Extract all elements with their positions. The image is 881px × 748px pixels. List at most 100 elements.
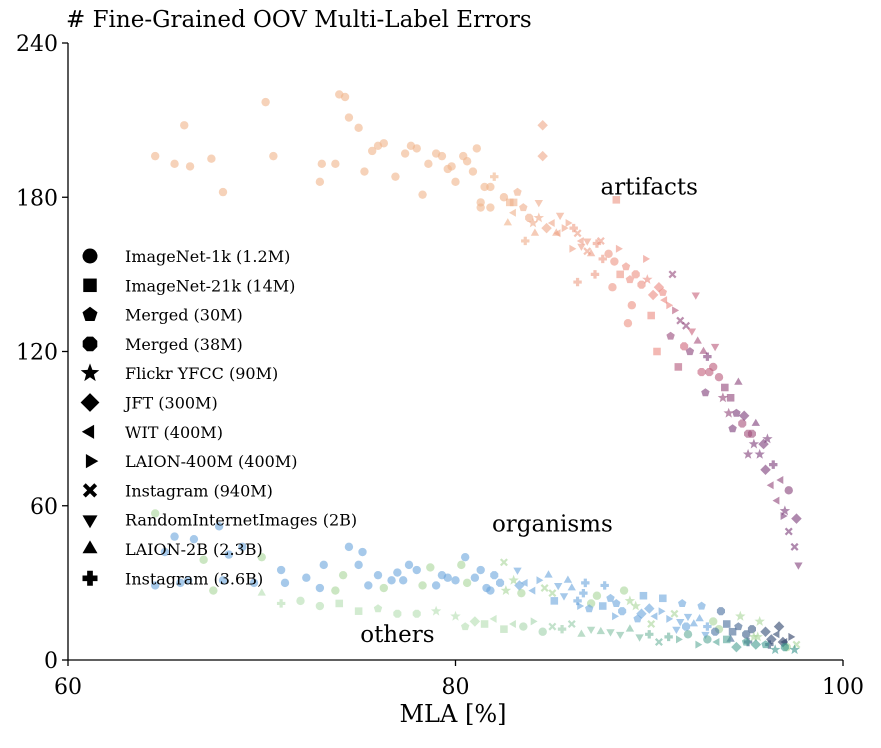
artifacts-point — [604, 249, 613, 259]
artifacts-point — [766, 481, 774, 490]
x-tick-label: 80 — [442, 675, 470, 700]
artifacts-point — [486, 203, 495, 212]
artifacts-point — [412, 144, 421, 153]
artifacts-point — [592, 239, 602, 248]
organisms-point — [548, 589, 557, 598]
organisms-point — [619, 586, 629, 595]
artifacts-point — [734, 377, 743, 385]
artifacts-point — [527, 217, 539, 228]
artifacts-point — [625, 275, 635, 284]
artifacts-point — [714, 373, 724, 382]
organisms-point — [658, 607, 666, 616]
others-point — [469, 616, 481, 627]
artifacts-point — [784, 486, 793, 495]
others-point — [722, 635, 731, 644]
organisms-point — [683, 613, 693, 622]
artifacts-point — [509, 208, 516, 217]
artifacts-point — [705, 368, 714, 377]
artifacts-point — [779, 505, 791, 516]
artifacts-point — [615, 244, 623, 253]
y-tick-label: 240 — [16, 32, 58, 57]
y-tick-label: 180 — [16, 186, 58, 211]
organisms-point — [559, 593, 569, 601]
organisms-point — [354, 560, 363, 570]
organisms-point — [563, 575, 573, 583]
organisms-point — [150, 509, 160, 518]
artifacts-point — [583, 247, 592, 256]
others-point — [635, 634, 644, 642]
artifacts-point — [693, 336, 702, 344]
organisms-point — [689, 619, 698, 627]
legend-marker-triangle-left — [81, 424, 95, 439]
artifacts-point — [726, 393, 735, 402]
artifacts-point — [721, 383, 729, 392]
legend-label: Flickr YFCC (90M) — [125, 364, 278, 383]
others-point — [276, 599, 286, 608]
organisms-point — [772, 630, 780, 639]
organisms-point — [176, 578, 185, 588]
others-point — [712, 638, 720, 646]
organisms-point — [280, 578, 290, 588]
artifacts-point — [462, 157, 472, 166]
artifacts-point — [315, 177, 325, 187]
organisms-point — [404, 560, 414, 570]
organisms-point — [722, 620, 731, 628]
others-point — [676, 635, 683, 644]
others-point — [430, 605, 442, 616]
organisms-point — [748, 631, 760, 642]
organisms-point — [443, 573, 452, 582]
legend-marker-circle — [82, 248, 98, 264]
others-point — [596, 626, 605, 635]
organisms-point — [183, 576, 193, 585]
artifacts-point — [519, 203, 528, 212]
organisms-point — [697, 601, 706, 610]
artifacts-point — [701, 388, 710, 397]
artifacts-point — [653, 347, 661, 356]
artifacts-point — [424, 159, 433, 169]
organisms-point — [788, 632, 796, 641]
organisms-point — [457, 560, 466, 570]
others-point — [567, 620, 576, 628]
organisms-point — [536, 576, 544, 585]
artifacts-point — [530, 228, 540, 236]
artifacts-point — [616, 270, 624, 279]
legend-marker-triangle-down — [82, 515, 98, 529]
y-tick-label: 60 — [30, 495, 58, 520]
legend-label: WIT (400M) — [125, 423, 223, 442]
artifacts-point — [565, 219, 573, 227]
organisms-point — [224, 550, 234, 559]
artifacts-point — [561, 224, 569, 233]
legend-label: LAION-2B (2.3B) — [125, 540, 263, 559]
organisms-point — [734, 622, 743, 631]
others-point — [664, 632, 673, 642]
organisms-point — [754, 616, 765, 626]
artifacts-point — [647, 289, 659, 301]
artifacts-point — [723, 407, 734, 418]
organisms-point — [508, 574, 519, 585]
artifacts-point — [521, 236, 530, 246]
legend-label: Merged (38M) — [125, 335, 243, 354]
legend-marker-pentagon — [82, 306, 98, 321]
organisms-point — [544, 570, 553, 578]
legend-label: Merged (30M) — [125, 306, 243, 325]
organisms-point — [520, 578, 528, 587]
artifacts-point — [400, 149, 410, 158]
artifacts-point — [340, 92, 350, 102]
artifacts-point — [608, 283, 617, 292]
artifacts-point — [490, 172, 499, 181]
artifacts-point — [437, 151, 447, 161]
organisms-point — [426, 563, 435, 572]
x-axis-title: MLA [%] — [399, 700, 506, 728]
artifacts-point — [738, 419, 747, 428]
organisms-point — [418, 581, 427, 590]
organisms-point — [517, 588, 526, 598]
artifacts-point — [218, 187, 228, 197]
others-point — [654, 638, 663, 646]
organisms-point — [387, 576, 396, 585]
artifacts-point — [697, 368, 706, 377]
others-point — [770, 644, 781, 655]
artifacts-point — [790, 542, 799, 551]
organisms-point — [618, 607, 627, 616]
organisms-point — [490, 571, 499, 580]
organisms-point — [747, 625, 756, 634]
